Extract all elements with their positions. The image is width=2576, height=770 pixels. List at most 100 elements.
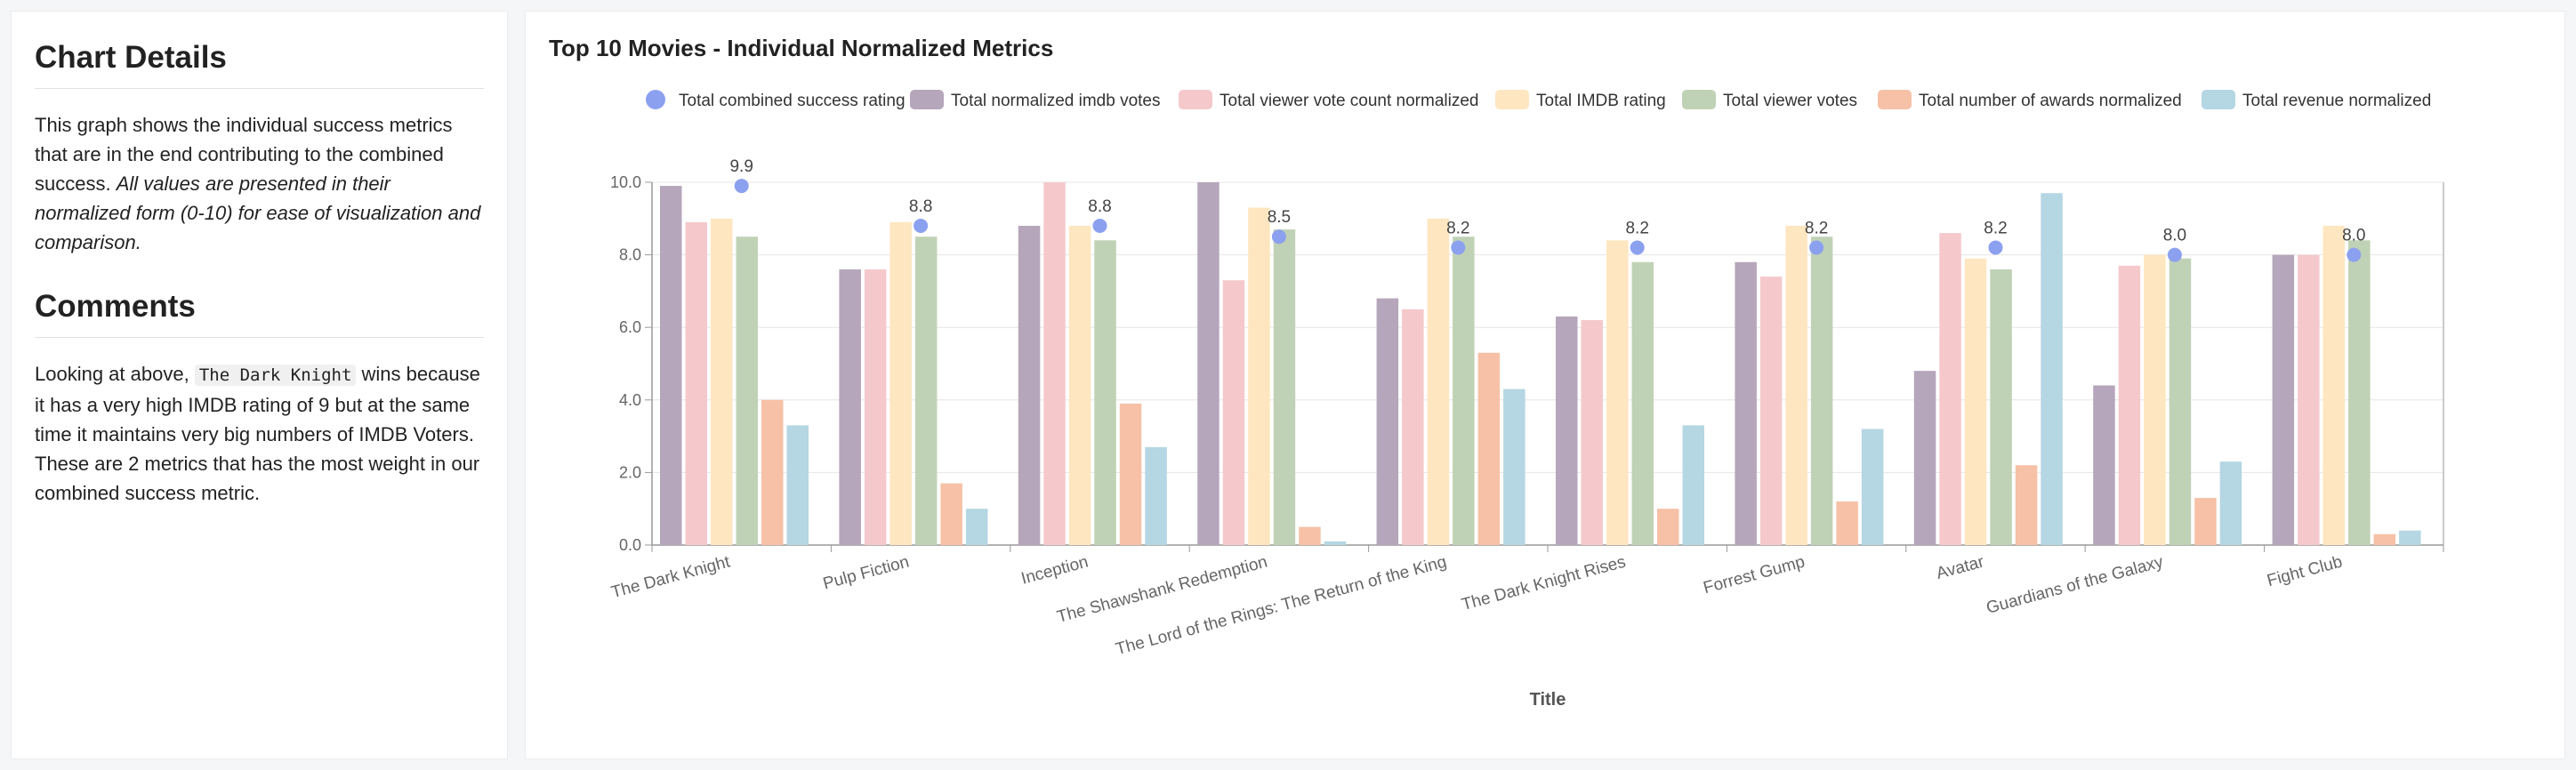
x-tick-label: Avatar [1935, 552, 1987, 583]
data-label: 8.2 [1805, 219, 1828, 237]
comments-code: The Dark Knight [194, 365, 357, 386]
legend-label: Total normalized imdb votes [951, 92, 1161, 110]
legend-label: Total viewer vote count normalized [1220, 92, 1478, 110]
bar [1299, 526, 1321, 545]
bar [1222, 280, 1245, 545]
bar [1376, 298, 1399, 545]
bar [2093, 385, 2115, 545]
bar [2169, 258, 2192, 545]
bar [864, 269, 887, 545]
chart-panel: Top 10 Movies - Individual Normalized Me… [525, 11, 2565, 759]
bar [2298, 254, 2320, 545]
comments-text-start: Looking at above, [35, 363, 195, 385]
bar [2118, 265, 2141, 545]
x-tick-label: Pulp Fiction [821, 553, 911, 594]
chart-details-panel: Chart Details This graph shows the indiv… [11, 11, 508, 759]
bar [1043, 182, 1066, 545]
comments-text-end: wins because it has a very high IMDB rat… [35, 363, 480, 504]
bar [914, 237, 938, 545]
bar [2399, 530, 2421, 545]
y-tick-label: 6.0 [619, 318, 641, 336]
details-title: Chart Details [35, 40, 484, 89]
bar [890, 221, 912, 545]
bar [2144, 254, 2166, 545]
data-label: 8.8 [909, 197, 932, 216]
combined-point [2347, 247, 2362, 262]
bar [1018, 225, 1041, 545]
legend-marker [646, 90, 665, 109]
x-tick-label: The Dark Knight [609, 552, 733, 602]
bar [1964, 258, 1987, 545]
bar-chart: 0.0 2.0 4.0 6.0 8.0 10.0 The Dark Knight 9.9 Pul… [609, 90, 2444, 710]
bar [2348, 240, 2371, 545]
bar [2219, 461, 2242, 545]
bar [1427, 218, 1450, 546]
x-tick-label: Inception [1019, 553, 1091, 589]
bar [2373, 533, 2396, 545]
bar [1068, 225, 1091, 545]
x-axis-title: Title [1530, 690, 1566, 710]
combined-point [1092, 218, 1107, 233]
bar [1503, 389, 1525, 545]
data-label: 8.5 [1268, 208, 1291, 227]
data-label: 9.9 [729, 157, 753, 176]
bar [1094, 240, 1116, 545]
data-label: 8.8 [1088, 197, 1111, 216]
bar [1197, 182, 1220, 545]
legend-label: Total viewer votes [1723, 92, 1857, 110]
bar [1324, 541, 1347, 545]
bar [1581, 320, 1603, 545]
x-tick-label: Fight Club [2266, 553, 2345, 591]
bar [839, 269, 861, 545]
comments-text: Looking at above, The Dark Knight wins b… [35, 359, 484, 508]
bar [761, 399, 784, 545]
data-label: 8.0 [2163, 227, 2186, 245]
bar [1759, 277, 1783, 545]
bar [1273, 229, 1296, 545]
bar [1119, 403, 1142, 545]
bar [786, 425, 809, 545]
legend-swatch [1878, 90, 1912, 109]
bar [1785, 225, 1807, 545]
bar [2322, 225, 2346, 545]
bar [685, 221, 707, 545]
x-tick-label: Guardians of the Galaxy [1984, 552, 2166, 617]
legend-swatch [1179, 90, 1212, 109]
legend-swatch [1495, 90, 1529, 109]
bar [1861, 429, 1884, 545]
bar [2272, 254, 2295, 545]
bar [1453, 237, 1475, 545]
chart-title: Top 10 Movies - Individual Normalized Me… [549, 35, 1054, 61]
bar [1556, 316, 1578, 545]
combined-point [1451, 240, 1466, 255]
bar [1631, 261, 1654, 545]
bar [736, 237, 758, 545]
legend-swatch [1682, 90, 1716, 109]
bar [2194, 497, 2217, 545]
y-tick-label: 8.0 [619, 246, 641, 264]
bar [1735, 261, 1757, 545]
x-tick-label: The Dark Knight Rises [1460, 553, 1628, 614]
combined-point [1988, 240, 2003, 255]
details-text: This graph shows the individual success … [35, 114, 453, 195]
bar [2015, 465, 2038, 545]
bar [940, 483, 962, 545]
bar [1606, 240, 1629, 545]
data-label: 8.2 [1625, 219, 1648, 237]
bar [1477, 352, 1501, 545]
combined-point [1271, 229, 1286, 245]
combined-point [734, 179, 749, 194]
data-label: 8.0 [2342, 227, 2365, 245]
bar [1682, 425, 1704, 545]
y-tick-label: 10.0 [610, 173, 641, 191]
legend-label: Total number of awards normalized [1919, 92, 2182, 110]
bar [1145, 446, 1167, 545]
bar [660, 186, 682, 545]
comments-title: Comments [35, 289, 484, 338]
x-tick-label: Forrest Gump [1702, 553, 1807, 598]
bar [1939, 233, 1961, 545]
legend-label: Total combined success rating [679, 92, 906, 110]
details-note: All values are presented in their normal… [35, 172, 481, 253]
bar [1657, 509, 1679, 545]
combined-point [1630, 240, 1645, 255]
